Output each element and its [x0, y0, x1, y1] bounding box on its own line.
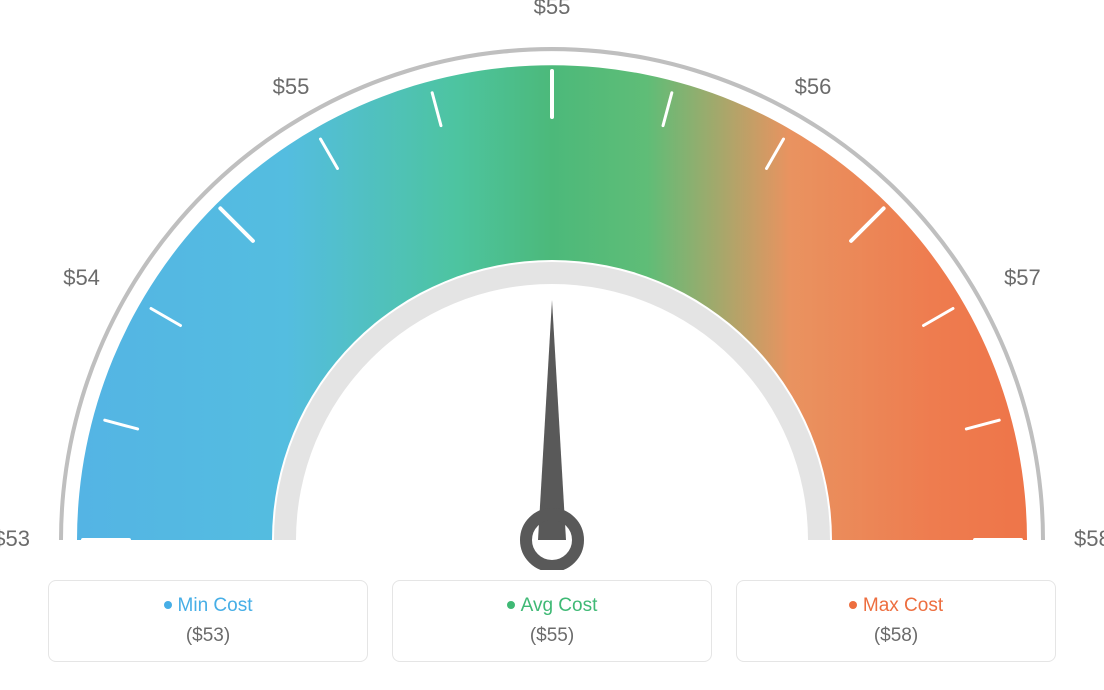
svg-text:$56: $56 — [795, 74, 832, 99]
legend-label-max: Max Cost — [863, 595, 943, 616]
legend-dot-min — [164, 601, 172, 609]
legend-row: Min Cost ($53) Avg Cost ($55) Max Cost (… — [0, 580, 1104, 662]
legend-title-min: Min Cost — [59, 595, 357, 617]
svg-text:$58: $58 — [1074, 526, 1104, 551]
legend-value-min: ($53) — [59, 625, 357, 647]
legend-card-min: Min Cost ($53) — [48, 580, 368, 662]
legend-label-min: Min Cost — [178, 595, 253, 616]
svg-text:$54: $54 — [63, 265, 100, 290]
legend-title-max: Max Cost — [747, 595, 1045, 617]
legend-label-avg: Avg Cost — [521, 595, 598, 616]
legend-value-avg: ($55) — [403, 625, 701, 647]
legend-dot-avg — [507, 601, 515, 609]
svg-text:$55: $55 — [534, 0, 571, 19]
svg-text:$57: $57 — [1004, 265, 1041, 290]
legend-value-max: ($58) — [747, 625, 1045, 647]
legend-card-avg: Avg Cost ($55) — [392, 580, 712, 662]
legend-card-max: Max Cost ($58) — [736, 580, 1056, 662]
svg-text:$55: $55 — [273, 74, 310, 99]
legend-title-avg: Avg Cost — [403, 595, 701, 617]
legend-dot-max — [849, 601, 857, 609]
svg-text:$53: $53 — [0, 526, 30, 551]
gauge-chart: $53 $54 $55 $55 $56 $57 $58 — [0, 0, 1104, 570]
gauge-svg: $53 $54 $55 $55 $56 $57 $58 — [0, 0, 1104, 570]
